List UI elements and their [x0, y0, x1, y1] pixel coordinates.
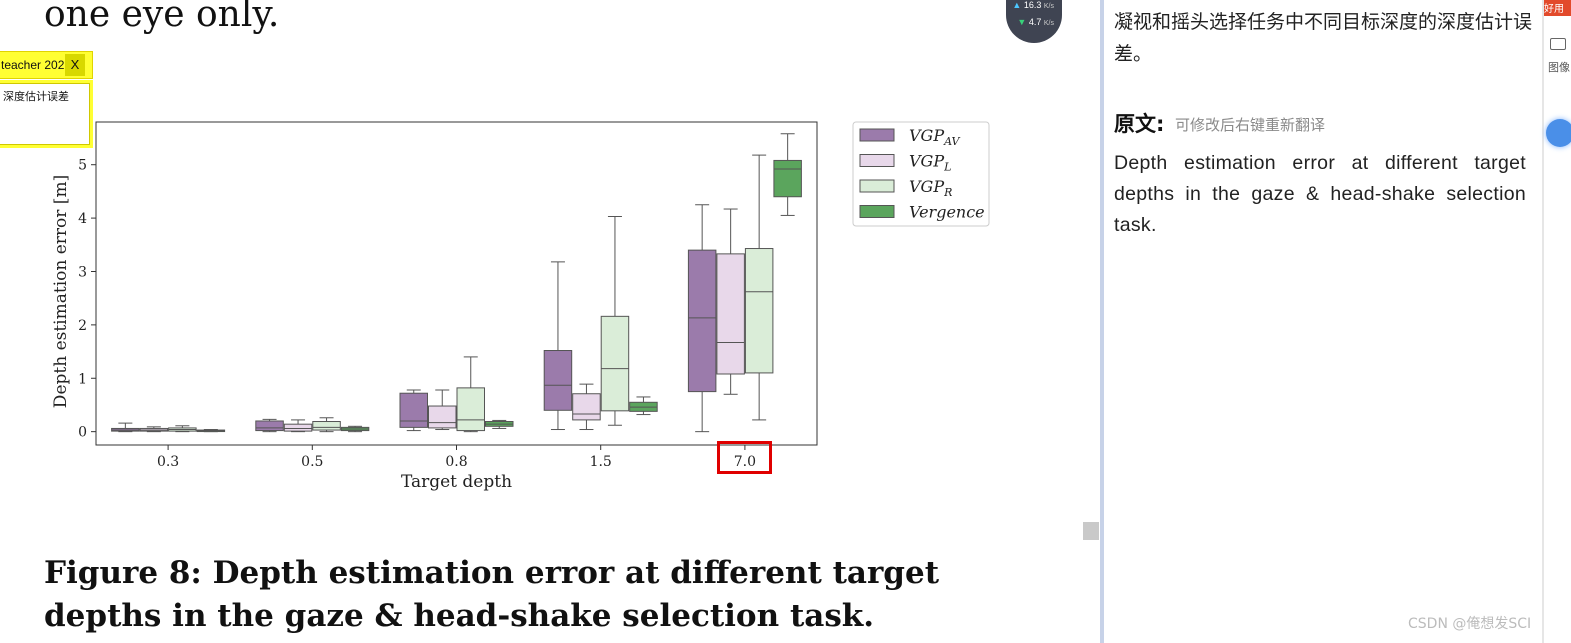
- watermark: CSDN @俺想发SCI: [1408, 616, 1532, 632]
- y-tick-label: 4: [78, 211, 87, 227]
- right-toolbar: 好用 图像: [1542, 0, 1571, 643]
- box-body: [572, 393, 601, 421]
- box-vergence-0.5: [340, 425, 370, 433]
- sticky-note-body[interactable]: 深度估计误差: [0, 80, 93, 148]
- download-speed: 4.7: [1028, 17, 1042, 27]
- box-vergence-1.5: [629, 396, 658, 416]
- sticky-note-header[interactable]: teacher 202 X: [0, 51, 93, 79]
- upload-unit: K/s: [1043, 3, 1054, 10]
- legend-frame: [852, 121, 990, 227]
- box-body: [716, 253, 745, 375]
- box-body: [543, 350, 573, 411]
- y-tick-label: 5: [78, 158, 87, 174]
- previous-paragraph-text: one eye only.: [44, 0, 280, 35]
- legend-swatch: [859, 179, 895, 193]
- download-unit: K/s: [1043, 20, 1054, 27]
- box-vgp-l-7.0: [716, 208, 745, 395]
- y-tick-label: 3: [78, 264, 87, 280]
- box-body: [600, 315, 630, 412]
- legend: VGPAV VGPL VGPR Vergence: [852, 121, 990, 227]
- box-vgp-l-0.8: [428, 389, 457, 431]
- upload-speed: 16.3: [1023, 0, 1042, 10]
- y-tick-label: 0: [78, 425, 87, 441]
- upload-arrow-icon: ▲: [1012, 0, 1022, 10]
- box-vgp-l-1.5: [572, 383, 601, 431]
- box-vgp-av-1.5: [543, 261, 573, 431]
- y-axis-label: Depth estimation error [m]: [51, 175, 71, 408]
- box-body: [428, 405, 457, 429]
- box-vgp-r-0.3: [168, 425, 197, 433]
- box-vgp-av-0.3: [111, 422, 140, 433]
- assistant-bubble-icon[interactable]: [1546, 119, 1571, 147]
- legend-swatch: [859, 128, 895, 142]
- legend-label: VGPL: [909, 152, 951, 174]
- legend-label: VGPAV: [909, 126, 961, 148]
- box-body: [687, 249, 717, 393]
- sticky-note-text[interactable]: 深度估计误差: [0, 83, 90, 145]
- legend-swatch: [859, 154, 895, 167]
- box-body: [255, 420, 284, 432]
- box-vgp-r-0.8: [456, 356, 485, 433]
- legend-label: Vergence: [909, 203, 985, 222]
- download-arrow-icon: ▼: [1017, 17, 1027, 27]
- translation-panel: 凝视和摇头选择任务中不同目标深度的深度估计误差。 原文: 可修改后右键重新翻译 …: [1104, 0, 1542, 643]
- box-body: [744, 248, 774, 374]
- original-hint: 可修改后右键重新翻译: [1175, 116, 1326, 134]
- toolbar-top-tag[interactable]: 好用: [1544, 0, 1571, 16]
- legend-label: VGPR: [909, 177, 952, 199]
- x-tick-label: 0.5: [301, 454, 323, 470]
- translation-text[interactable]: 凝视和摇头选择任务中不同目标深度的深度估计误差。: [1114, 11, 1533, 65]
- x-tick-label: 0.3: [157, 454, 179, 470]
- figure-caption: Figure 8: Depth estimation error at diff…: [44, 555, 940, 634]
- box-vgp-av-7.0: [687, 204, 717, 433]
- box-vgp-r-1.5: [600, 215, 630, 426]
- box-vgp-r-7.0: [744, 154, 774, 421]
- y-tick-label: 1: [78, 371, 87, 387]
- box-body: [456, 387, 485, 432]
- original-text-editor[interactable]: Depth estimation error at different targ…: [1114, 152, 1526, 236]
- box-body: [283, 423, 313, 432]
- original-label: 原文:: [1114, 112, 1165, 136]
- pdf-scrollbar-track[interactable]: [1083, 0, 1100, 643]
- sticky-note-close-button[interactable]: X: [65, 54, 85, 76]
- box-vgp-l-0.3: [139, 426, 169, 433]
- box-vergence-7.0: [773, 133, 802, 216]
- pdf-viewer: one eye only. teacher 202 X 深度估计误差 ▲ 16.…: [0, 0, 1062, 634]
- image-icon[interactable]: [1550, 38, 1566, 50]
- highlight-annotation-box: [717, 441, 772, 474]
- box-vergence-0.3: [196, 429, 226, 433]
- box-vgp-r-0.5: [312, 417, 341, 433]
- box-vgp-av-0.8: [399, 389, 428, 432]
- x-tick-label: 1.5: [590, 454, 612, 470]
- x-tick-label: 7.0: [734, 454, 756, 470]
- pdf-scrollbar-thumb[interactable]: [1083, 522, 1099, 540]
- x-axis-label: Target depth: [401, 472, 512, 492]
- box-plot-chart: 0 1 2 3 4 5 0.3 0.5 0.8 1.5 7.0 Target depth Depth e…: [51, 121, 990, 492]
- image-tool-label[interactable]: 图像: [1548, 61, 1570, 74]
- network-speed-widget[interactable]: ▲ 16.3 K/s ▼ 4.7 K/s: [1006, 0, 1062, 43]
- box-vergence-0.8: [485, 419, 514, 429]
- box-body: [773, 159, 802, 198]
- box-body: [312, 421, 341, 431]
- panel-divider[interactable]: [1100, 0, 1104, 643]
- sticky-note-title: teacher 202: [1, 58, 65, 72]
- box-vgp-l-0.5: [283, 419, 313, 433]
- box-body: [399, 392, 428, 428]
- box-vgp-av-0.5: [255, 418, 284, 433]
- y-tick-label: 2: [78, 318, 87, 334]
- legend-swatch: [859, 205, 895, 218]
- x-tick-label: 0.8: [445, 454, 467, 470]
